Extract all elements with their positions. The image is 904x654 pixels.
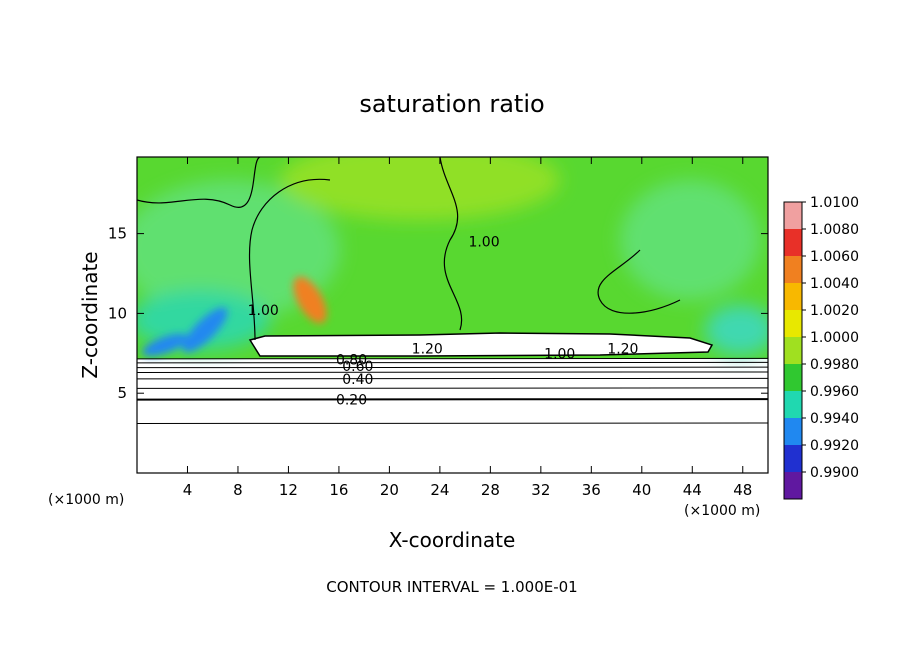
contour-line-upper — [248, 178, 331, 341]
field-shade-top — [280, 157, 560, 220]
contour-line — [137, 366, 768, 369]
colorbar-swatch — [784, 337, 802, 364]
contour-line-upper — [439, 157, 463, 331]
x-tick-label: 40 — [632, 481, 651, 499]
x-axis-label: X-coordinate — [388, 528, 516, 552]
y-tick-label: 15 — [108, 225, 127, 243]
colorbar-swatch — [784, 472, 802, 499]
contour-label: 0.60 — [342, 359, 373, 375]
contour-line — [137, 361, 768, 364]
contour-line — [137, 398, 768, 401]
x-tick-label: 48 — [733, 481, 752, 499]
x-tick-label: 32 — [531, 481, 550, 499]
x-tick-label: 24 — [430, 481, 449, 499]
contour-label: 0.20 — [336, 393, 367, 409]
colorbar-label: 1.0060 — [810, 249, 859, 265]
x-tick-label: 4 — [183, 481, 193, 499]
contour-line — [137, 422, 768, 425]
colorbar-label: 1.0040 — [810, 276, 859, 292]
colorbar-swatch — [784, 202, 802, 229]
dry-patch-b — [142, 333, 188, 357]
plot-frame — [136, 156, 769, 474]
contour-interval-label: CONTOUR INTERVAL = 1.000E-01 — [326, 578, 578, 596]
x-tick-label: 44 — [683, 481, 702, 499]
x-tick-label: 20 — [380, 481, 399, 499]
chart-title: saturation ratio — [359, 90, 545, 118]
x-unit-label-left: (×1000 m) — [48, 492, 125, 508]
colorbar-swatch — [784, 310, 802, 337]
x-unit-label-right: (×1000 m) — [684, 503, 761, 519]
colorbar-label: 0.9920 — [810, 438, 859, 454]
contour-line-upper — [137, 157, 261, 208]
field-shade-left — [137, 180, 340, 320]
contour-line — [137, 387, 768, 390]
contour-label: 1.20 — [412, 342, 443, 358]
colorbar-swatch — [784, 256, 802, 283]
contour-line — [137, 371, 768, 374]
contour-label: 0.80 — [336, 353, 367, 369]
colorbar-label: 1.0100 — [810, 195, 859, 211]
colorbar-frame — [783, 201, 803, 500]
colorbar-label: 0.9960 — [810, 384, 859, 400]
contour-line — [137, 377, 768, 380]
contour-label: 0.40 — [342, 372, 373, 388]
colorbar-label: 1.0000 — [810, 330, 859, 346]
x-tick-label: 28 — [481, 481, 500, 499]
colorbar-label: 1.0020 — [810, 303, 859, 319]
contour-line — [137, 357, 768, 360]
cloud-layer — [248, 332, 714, 357]
x-tick-label: 16 — [329, 481, 348, 499]
x-tick-label: 8 — [233, 481, 243, 499]
colorbar-swatch — [784, 229, 802, 256]
colorbar-swatch — [784, 283, 802, 310]
contour-label: 1.20 — [607, 342, 638, 358]
colorbar-label: 0.9900 — [810, 465, 859, 481]
colorbar-swatch — [784, 391, 802, 418]
field-shade-right — [620, 180, 760, 300]
colorbar-swatch — [784, 418, 802, 445]
colorbar-swatch — [784, 445, 802, 472]
contour-label: 1.00 — [544, 346, 575, 362]
colorbar-label: 1.0080 — [810, 222, 859, 238]
colorbar-swatch — [784, 364, 802, 391]
field-shade-lowright — [705, 305, 768, 355]
x-tick-label: 12 — [279, 481, 298, 499]
dry-patch-a — [182, 307, 228, 353]
x-tick-label: 36 — [582, 481, 601, 499]
contour-label: 1.00 — [468, 235, 499, 251]
colorbar-label: 0.9980 — [810, 357, 859, 373]
y-tick-label: 10 — [108, 304, 127, 322]
colorbar-label: 0.9940 — [810, 411, 859, 427]
contour-line-upper — [597, 249, 681, 314]
contour-label: 1.00 — [248, 303, 279, 319]
wet-plume — [293, 276, 327, 324]
y-tick-label: 5 — [117, 384, 127, 402]
